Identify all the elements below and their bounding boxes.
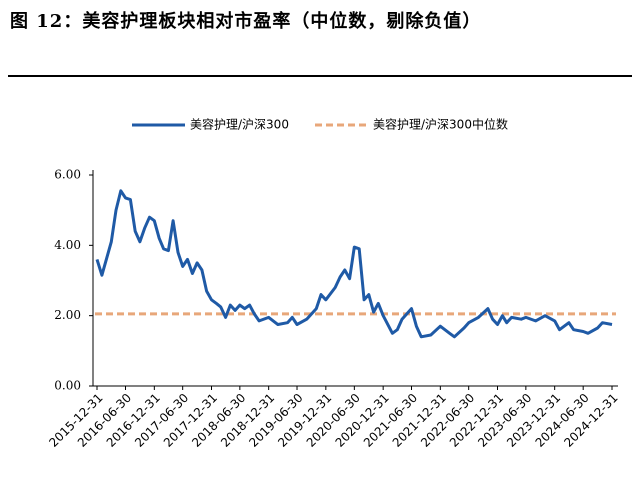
legend-label: 美容护理/沪深300 [190, 117, 289, 132]
series-line [95, 189, 613, 339]
title-rule [8, 75, 632, 77]
y-tick-label: 0.00 [54, 379, 81, 393]
y-tick-label: 4.00 [54, 238, 81, 252]
chart-title: 图 12：美容护理板块相对市盈率（中位数，剔除负值） [10, 11, 482, 32]
legend-label: 美容护理/沪深300中位数 [373, 117, 508, 132]
y-tick-label: 2.00 [54, 308, 81, 322]
y-tick-label: 6.00 [54, 168, 81, 182]
